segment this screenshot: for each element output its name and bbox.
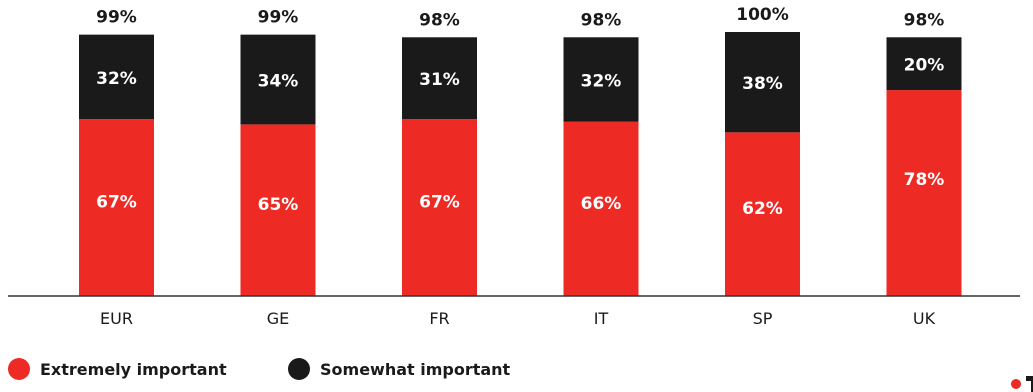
value-label-extremely-important-uk: 78% bbox=[904, 170, 945, 190]
total-label-ge: 99% bbox=[258, 8, 299, 28]
x-tick-label-it: IT bbox=[594, 309, 609, 328]
value-label-somewhat-important-sp: 38% bbox=[742, 74, 783, 94]
bar-somewhat-important-fr bbox=[402, 37, 477, 120]
legend-swatch-extremely-important bbox=[8, 358, 30, 380]
total-label-fr: 98% bbox=[419, 10, 460, 30]
x-tick-label-ge: GE bbox=[267, 309, 290, 328]
value-label-extremely-important-eur: 67% bbox=[96, 193, 137, 213]
value-label-somewhat-important-ge: 34% bbox=[258, 72, 299, 92]
legend-label-somewhat-important: Somewhat important bbox=[320, 359, 511, 379]
legend-label-extremely-important: Extremely important bbox=[40, 359, 227, 379]
legend-item-extremely-important: Extremely important bbox=[8, 358, 227, 380]
bar-somewhat-important-sp bbox=[725, 32, 800, 133]
x-tick-label-eur: EUR bbox=[100, 309, 133, 328]
total-label-sp: 100% bbox=[736, 5, 789, 25]
bar-extremely-important-ge bbox=[240, 124, 316, 297]
bar-extremely-important-sp bbox=[725, 132, 800, 296]
value-label-extremely-important-sp: 62% bbox=[742, 199, 783, 219]
total-label-uk: 98% bbox=[904, 10, 945, 30]
bar-extremely-important-uk bbox=[886, 90, 962, 296]
bar-extremely-important-fr bbox=[402, 119, 477, 297]
value-label-somewhat-important-fr: 31% bbox=[419, 70, 460, 90]
value-label-extremely-important-it: 66% bbox=[581, 194, 622, 214]
x-tick-label-sp: SP bbox=[753, 309, 773, 328]
value-label-somewhat-important-it: 32% bbox=[581, 72, 622, 92]
value-label-somewhat-important-eur: 32% bbox=[96, 69, 137, 89]
value-label-somewhat-important-uk: 20% bbox=[904, 56, 945, 76]
bar-somewhat-important-it bbox=[563, 37, 639, 122]
x-tick-label-fr: FR bbox=[429, 309, 449, 328]
legend-swatch-somewhat-important bbox=[288, 358, 310, 380]
value-label-extremely-important-ge: 65% bbox=[258, 195, 299, 215]
x-tick-label-uk: UK bbox=[913, 309, 936, 328]
stacked-bar-chart: 67% 32% 99% EUR 65% 34% 99% GE 67% 31% 98% FR 66% 32%… bbox=[8, 5, 1020, 328]
total-label-it: 98% bbox=[581, 10, 622, 30]
bar-extremely-important-it bbox=[563, 121, 639, 296]
bar-somewhat-important-ge bbox=[240, 34, 316, 125]
bar-extremely-important-eur bbox=[79, 119, 154, 297]
brand-logo-icon bbox=[1011, 376, 1033, 392]
total-label-eur: 99% bbox=[96, 8, 137, 28]
bar-somewhat-important-eur bbox=[79, 34, 154, 120]
bar-somewhat-important-uk bbox=[886, 37, 962, 91]
legend-item-somewhat-important: Somewhat important bbox=[288, 358, 510, 380]
value-label-extremely-important-fr: 67% bbox=[419, 193, 460, 213]
